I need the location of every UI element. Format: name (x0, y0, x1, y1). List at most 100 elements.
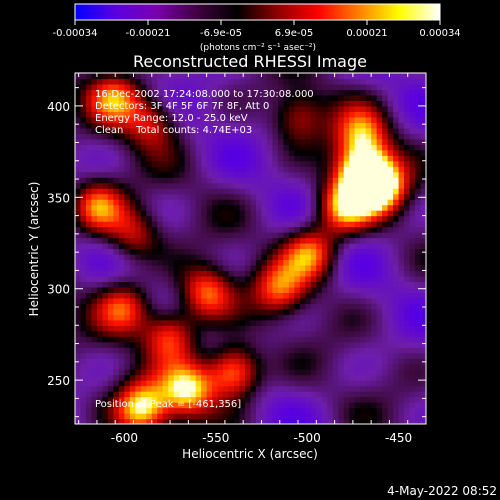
heatmap-cell (129, 374, 136, 381)
heatmap-cell (288, 116, 295, 123)
heatmap-cell (184, 341, 191, 348)
heatmap-cell (190, 336, 197, 343)
heatmap-cell (299, 188, 306, 195)
heatmap-cell (195, 166, 202, 173)
heatmap-cell (102, 237, 109, 244)
heatmap-cell (91, 111, 98, 118)
heatmap-cell (261, 330, 268, 337)
heatmap-cell (146, 188, 153, 195)
heatmap-cell (217, 303, 224, 310)
heatmap-cell (420, 358, 426, 365)
heatmap-cell (118, 396, 125, 403)
heatmap-cell (283, 193, 290, 200)
heatmap-cell (288, 396, 295, 403)
heatmap-cell (409, 133, 416, 140)
heatmap-cell (283, 253, 290, 261)
heatmap-cell (310, 286, 317, 293)
heatmap-cell (382, 160, 389, 167)
heatmap-cell (124, 385, 131, 392)
heatmap-cell (239, 182, 246, 189)
heatmap-cell (135, 413, 142, 420)
heatmap-cell (107, 303, 114, 310)
heatmap-cell (146, 418, 153, 424)
heatmap-cell (217, 171, 224, 178)
heatmap-cell (91, 264, 98, 272)
heatmap-cell (212, 380, 219, 387)
heatmap-cell (201, 188, 208, 195)
heatmap-cell (365, 347, 372, 354)
heatmap-cell (195, 221, 202, 228)
heatmap-cell (217, 286, 224, 293)
heatmap-cell (261, 407, 268, 414)
heatmap-cell (140, 122, 147, 129)
heatmap-cell (118, 292, 125, 299)
heatmap-cell (102, 413, 109, 420)
heatmap-cell (261, 286, 268, 293)
heatmap-cell (316, 182, 323, 189)
heatmap-cell (217, 105, 224, 112)
heatmap-cell (195, 138, 202, 145)
heatmap-cell (338, 358, 345, 365)
heatmap-cell (173, 171, 180, 178)
heatmap-cell (135, 336, 142, 343)
heatmap-cell (245, 275, 252, 283)
heatmap-cell (321, 199, 328, 206)
heatmap-cell (234, 177, 241, 184)
heatmap-cell (382, 336, 389, 343)
heatmap-cell (129, 292, 136, 299)
heatmap-cell (96, 314, 104, 321)
heatmap-cell (212, 325, 219, 332)
plot-frame (74, 72, 427, 425)
heatmap-cell (228, 204, 235, 211)
heatmap-cell (206, 270, 213, 277)
heatmap-cell (338, 100, 345, 107)
heatmap-cell (223, 374, 230, 381)
heatmap-cell (228, 330, 235, 337)
heatmap-cell (398, 122, 405, 129)
heatmap-cell (360, 308, 367, 315)
heatmap-cell (212, 166, 219, 173)
heatmap-cell (343, 127, 350, 134)
heatmap-cell (239, 144, 246, 151)
heatmap-cell (75, 100, 82, 107)
heatmap-cell (113, 259, 120, 266)
heatmap-cell (146, 363, 153, 370)
heatmap-cell (184, 330, 191, 337)
heatmap-cell (420, 204, 426, 211)
heatmap-cell (398, 347, 405, 354)
heatmap-cell (75, 226, 82, 233)
heatmap-cell (272, 303, 279, 310)
heatmap-cell (96, 105, 104, 112)
heatmap-cell (168, 111, 175, 118)
heatmap-cell (255, 253, 263, 261)
heatmap-cell (201, 193, 208, 200)
heatmap-cell (294, 210, 301, 217)
heatmap-cell (415, 407, 422, 414)
heatmap-cell (272, 413, 279, 420)
heatmap-cell (398, 155, 405, 162)
heatmap-cell (157, 83, 164, 91)
heatmap-cell (354, 171, 361, 178)
heatmap-cell (102, 226, 109, 233)
heatmap-cell (409, 122, 416, 129)
heatmap-cell (327, 325, 334, 332)
heatmap-cell (288, 374, 295, 381)
heatmap-cell (255, 210, 263, 217)
heatmap-cell (382, 391, 389, 398)
heatmap-cell (96, 341, 104, 348)
heatmap-cell (96, 73, 104, 80)
heatmap-cell (184, 264, 191, 272)
heatmap-cell (113, 94, 120, 102)
heatmap-cell (316, 221, 323, 228)
heatmap-cell (250, 138, 257, 145)
heatmap-cell (354, 253, 361, 261)
heatmap-cell (168, 385, 175, 392)
heatmap-cell (327, 166, 334, 173)
heatmap-cell (343, 243, 350, 250)
heatmap-cell (223, 341, 230, 348)
heatmap-cell (294, 275, 301, 283)
heatmap-cell (387, 330, 394, 337)
heatmap-cell (162, 83, 169, 91)
heatmap-cell (294, 292, 301, 299)
heatmap-cell (75, 319, 82, 326)
